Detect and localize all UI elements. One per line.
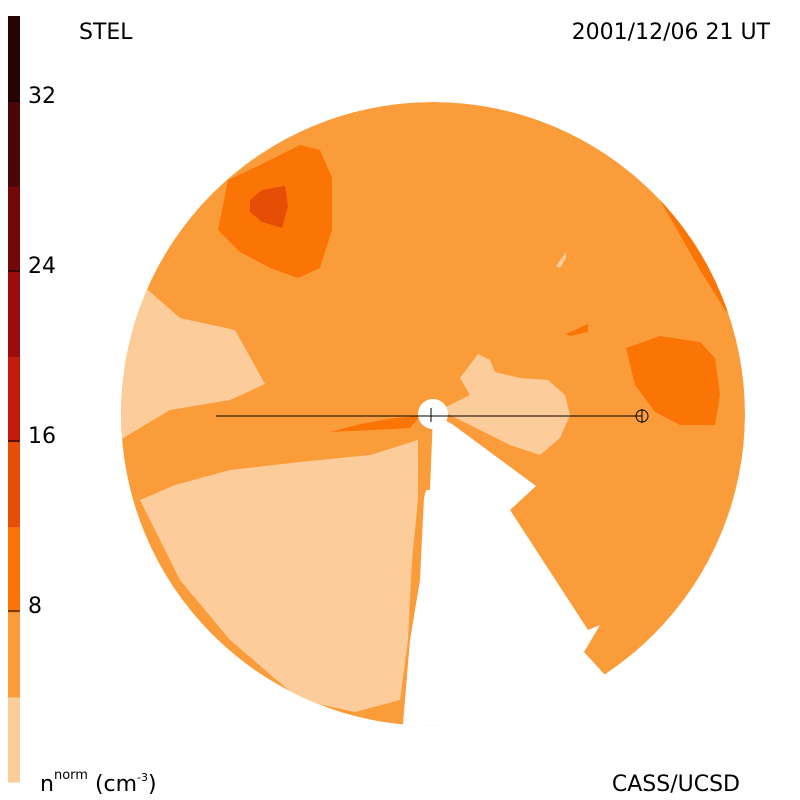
color-bar-segment <box>8 611 20 698</box>
timestamp-label: 2001/12/06 21 UT <box>571 20 770 45</box>
credit-label: CASS/UCSD <box>611 772 740 797</box>
color-bar <box>8 16 20 783</box>
colorbar-tick-label: 16 <box>28 424 56 449</box>
density-disc <box>121 102 745 726</box>
earth-symbol <box>635 409 649 423</box>
color-bar-segment <box>8 696 20 783</box>
color-bar-segment <box>8 186 20 272</box>
color-bar-segment <box>8 356 20 443</box>
color-bar-segment <box>8 441 20 528</box>
color-bar-segment <box>8 526 20 613</box>
sun-disc <box>418 399 448 429</box>
colorbar-tick-label: 8 <box>28 594 42 619</box>
color-bar-segment <box>8 271 20 357</box>
colorbar-unit-label: nnorm (cm-3) <box>40 768 157 797</box>
colorbar-tick-label: 24 <box>28 254 56 279</box>
color-bar-segment <box>8 16 20 102</box>
color-bar-segment <box>8 101 20 187</box>
colorbar-tick-label: 32 <box>28 84 56 109</box>
instrument-label: STEL <box>79 20 133 45</box>
color-bar-ticks <box>8 100 20 612</box>
